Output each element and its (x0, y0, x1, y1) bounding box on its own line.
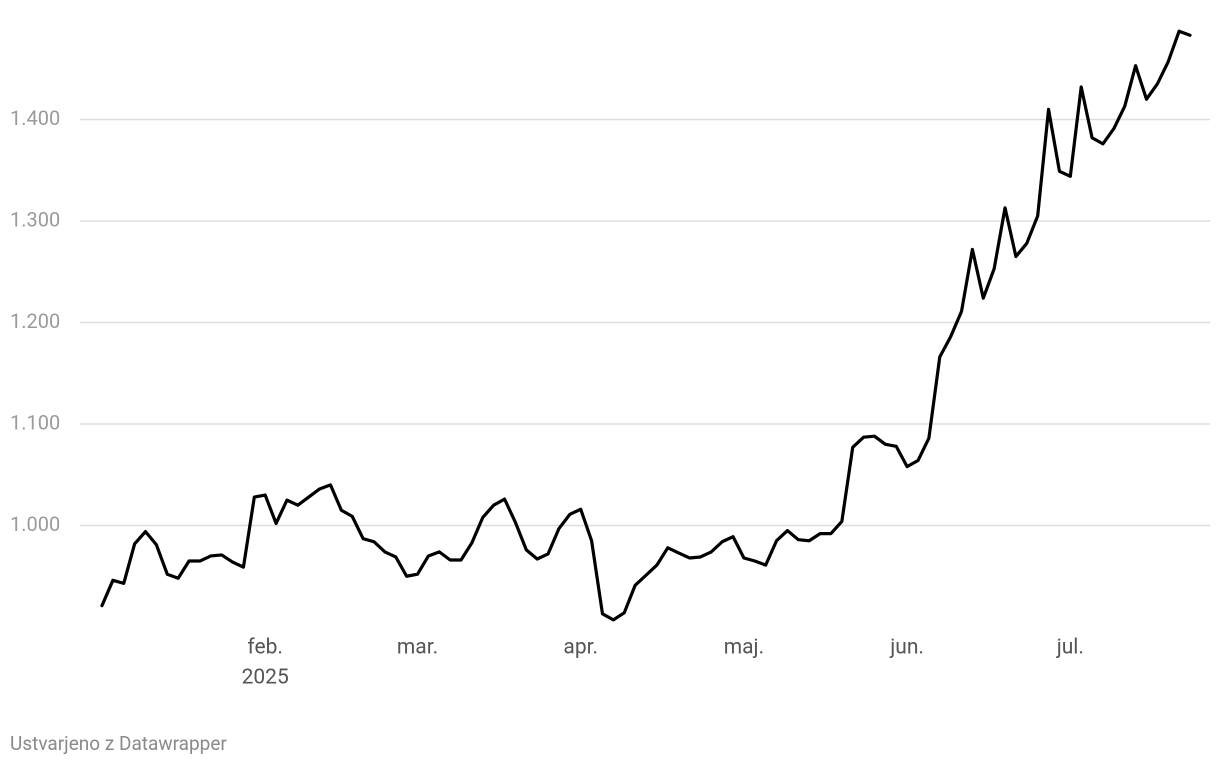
x-tick-label: maj. (724, 636, 764, 660)
x-year-label: 2025 (242, 666, 289, 690)
y-tick-label: 1.200 (10, 309, 60, 333)
x-tick-label: jun. (889, 636, 924, 660)
data-line (100, 29, 1192, 622)
y-tick-label: 1.300 (10, 207, 60, 231)
source-note: Ustvarjeno z Datawrapper (10, 732, 227, 755)
x-tick-label: jul. (1056, 636, 1084, 660)
y-tick-label: 1.100 (10, 410, 60, 434)
x-tick-label: mar. (397, 636, 438, 660)
y-tick-label: 1.400 (10, 106, 60, 130)
x-tick-label: feb. (247, 636, 283, 660)
y-tick-label: 1.000 (10, 512, 60, 536)
x-tick-label: apr. (563, 636, 598, 660)
